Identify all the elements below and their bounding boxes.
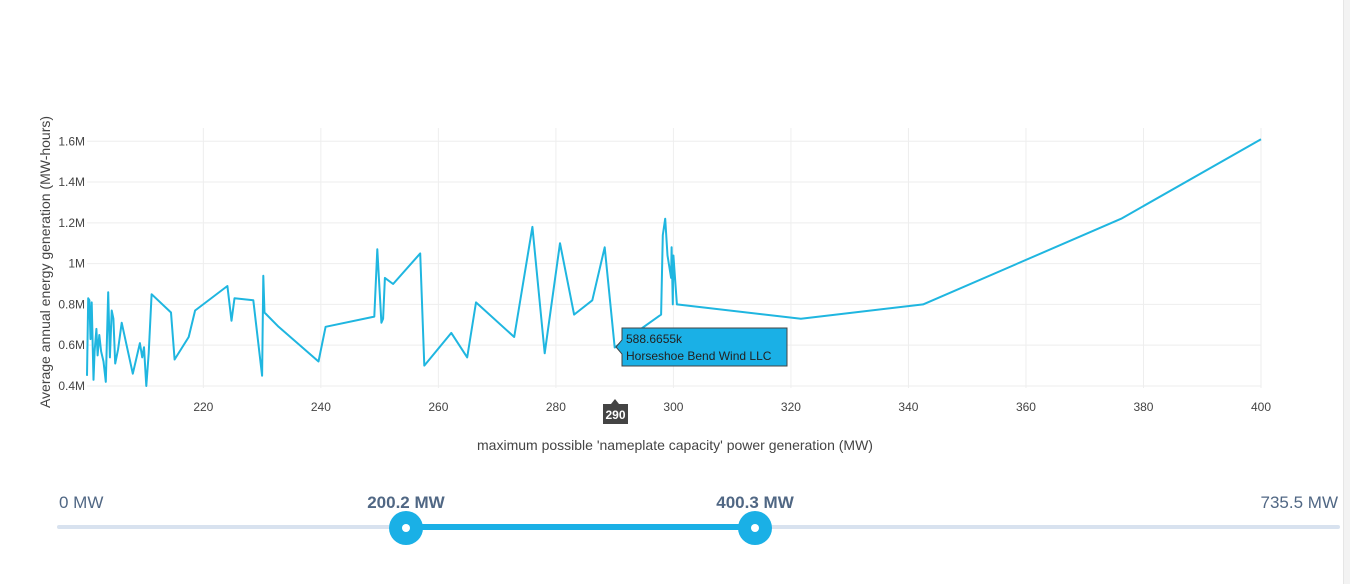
x-tick-label: 320 bbox=[781, 400, 801, 414]
slider-max-label: 735.5 MW bbox=[1260, 493, 1338, 512]
x-axis-ticks: 220 240 260 280 300 320 340 360 380 400 bbox=[193, 400, 1271, 414]
series-line[interactable] bbox=[86, 138, 1262, 387]
capacity-range-slider[interactable]: 0 MW 735.5 MW 200.2 MW 400.3 MW bbox=[0, 480, 1350, 560]
x-tick-label: 380 bbox=[1133, 400, 1153, 414]
y-tick-label: 1M bbox=[68, 257, 85, 271]
grid-lines bbox=[87, 128, 1262, 388]
y-axis-ticks: 0.4M 0.6M 0.8M 1M 1.2M 1.4M 1.6M bbox=[58, 134, 85, 393]
x-tick-label: 260 bbox=[428, 400, 448, 414]
x-spike-label: 290 bbox=[603, 399, 628, 424]
y-tick-label: 1.6M bbox=[58, 134, 85, 148]
y-tick-label: 1.2M bbox=[58, 216, 85, 230]
x-tick-label: 340 bbox=[898, 400, 918, 414]
hover-value: 588.6655k bbox=[626, 332, 683, 346]
y-tick-label: 0.4M bbox=[58, 379, 85, 393]
y-axis-title: Average annual energy generation (MW-hou… bbox=[37, 116, 53, 408]
chart: 0.4M 0.6M 0.8M 1M 1.2M 1.4M 1.6M 220 240 260 280 3… bbox=[37, 116, 1271, 453]
x-tick-label: 240 bbox=[311, 400, 331, 414]
slider-min-label: 0 MW bbox=[59, 493, 104, 512]
slider-low-handle[interactable] bbox=[389, 511, 424, 545]
x-tick-label: 360 bbox=[1016, 400, 1036, 414]
window-scrollbar-edge bbox=[1343, 0, 1350, 584]
slider-selected-track[interactable] bbox=[406, 524, 756, 530]
y-tick-label: 0.6M bbox=[58, 338, 85, 352]
x-tick-label: 280 bbox=[546, 400, 566, 414]
hover-name: Horseshoe Bend Wind LLC bbox=[626, 349, 772, 363]
y-tick-label: 0.8M bbox=[58, 297, 85, 311]
slider-low-value-label: 200.2 MW bbox=[367, 493, 445, 512]
x-tick-label: 220 bbox=[193, 400, 213, 414]
x-tick-label: 300 bbox=[663, 400, 683, 414]
x-tick-label: 400 bbox=[1251, 400, 1271, 414]
slider-high-value-label: 400.3 MW bbox=[716, 493, 794, 512]
x-spike-text: 290 bbox=[605, 408, 625, 422]
slider-high-handle[interactable] bbox=[738, 511, 773, 545]
hover-tooltip: 588.6655k Horseshoe Bend Wind LLC bbox=[615, 327, 788, 367]
y-tick-label: 1.4M bbox=[58, 175, 85, 189]
x-axis-title: maximum possible 'nameplate capacity' po… bbox=[477, 437, 873, 453]
